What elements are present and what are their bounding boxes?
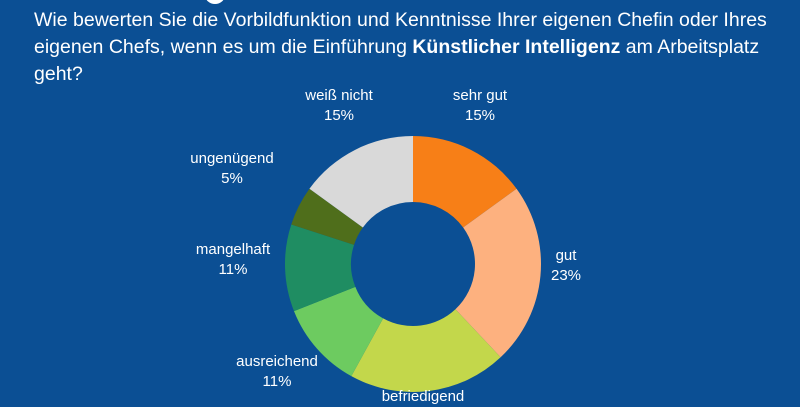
title-text-end: am Arbeitsplatz geht?: [34, 36, 760, 85]
cropped-heading-glyph: [205, 0, 225, 4]
slice-label-ausreichend: ausreichend 11%: [236, 353, 318, 390]
slice-ungenügend: [291, 188, 363, 245]
slice-label-befriedigend: befriedigend: [381, 388, 465, 405]
slice-gut: [455, 188, 542, 358]
slice-label-mangelhaft: mangelhaft 11%: [195, 241, 271, 278]
slice-befriedigend: [351, 309, 501, 392]
chart-title: Wie bewerten Sie die Vorbildfunktion und…: [34, 7, 794, 88]
slice-weiß-nicht: [309, 136, 413, 228]
slice-mangelhaft: [285, 224, 356, 312]
slice-label-weiss-nicht: weiß nicht 15%: [305, 87, 373, 124]
slice-label-gut: gut 23%: [550, 247, 582, 284]
slice-label-sehr-gut: sehr gut 15%: [452, 87, 508, 124]
slice-label-ungenuegend: ungenügend 5%: [190, 150, 274, 187]
title-bold-text: Künstlicher Intelligenz: [412, 36, 621, 58]
slice-ausreichend: [293, 286, 384, 377]
slice-sehr-gut: [413, 136, 517, 228]
title-text: Wie bewerten Sie die Vorbildfunktion und…: [34, 9, 767, 58]
